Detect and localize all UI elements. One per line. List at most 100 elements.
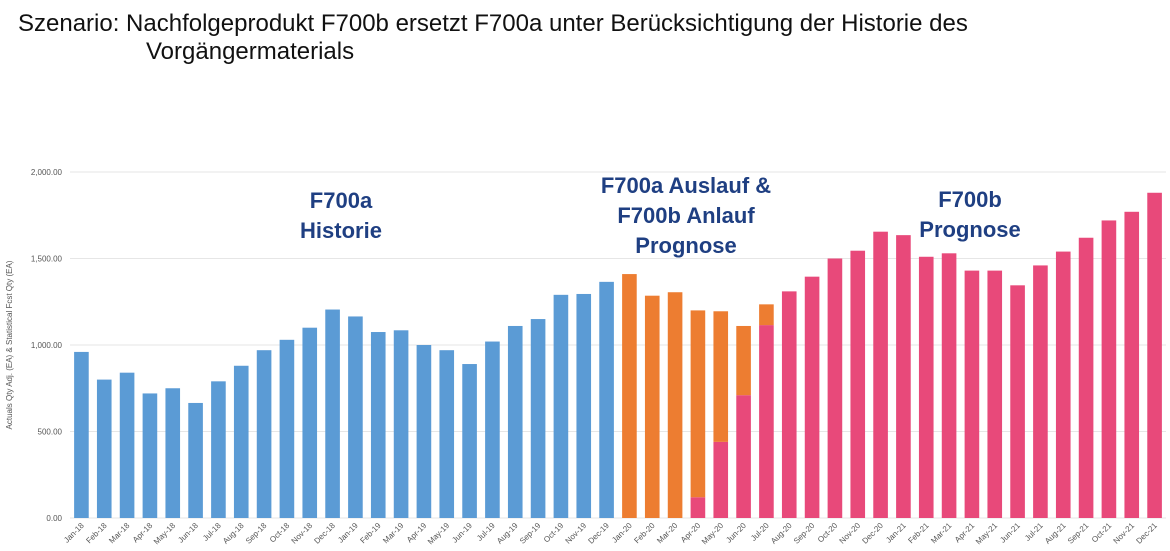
bar-historie-apr-19 xyxy=(416,345,432,518)
bar-historie-feb-19 xyxy=(370,332,386,518)
x-tick-label: Sep-20 xyxy=(792,521,817,546)
x-tick-label: Aug-19 xyxy=(495,521,520,546)
bar-historie-dec-18 xyxy=(325,309,340,518)
bar-anlauf-dec-21 xyxy=(1147,192,1162,518)
bar-auslauf-mar-20 xyxy=(667,292,683,518)
x-tick-label: Jan-20 xyxy=(610,521,634,545)
bar-anlauf-feb-21 xyxy=(918,256,934,518)
bar-historie-jul-19 xyxy=(485,341,500,518)
x-tick-label: Sep-18 xyxy=(244,521,269,546)
y-tick-label: 2,000.00 xyxy=(31,168,63,177)
x-tick-label: Oct-21 xyxy=(1090,521,1114,545)
x-tick-label: Nov-21 xyxy=(1112,521,1137,546)
bar-historie-aug-18 xyxy=(233,365,249,518)
x-tick-label: May-19 xyxy=(426,521,452,547)
bar-historie-nov-18 xyxy=(302,327,318,518)
x-tick-label: Jun-21 xyxy=(998,521,1022,545)
y-axis-label: Actuals Qty Adj. (EA) & Statistical Fcst… xyxy=(5,260,14,429)
bar-anlauf-jun-20 xyxy=(736,395,751,518)
x-tick-label: Dec-20 xyxy=(860,521,885,546)
x-tick-label: Aug-18 xyxy=(221,521,246,546)
x-tick-label: Mar-18 xyxy=(107,521,132,546)
x-tick-label: Feb-19 xyxy=(358,521,383,546)
bar-historie-jul-18 xyxy=(211,381,226,518)
x-tick-label: Feb-18 xyxy=(84,521,109,546)
x-tick-label: Sep-21 xyxy=(1066,521,1091,546)
x-tick-label: Dec-21 xyxy=(1134,521,1159,546)
bar-historie-aug-19 xyxy=(507,325,523,518)
bar-auslauf-jul-20 xyxy=(759,304,774,326)
x-tick-label: Nov-20 xyxy=(838,521,863,546)
bar-anlauf-aug-21 xyxy=(1055,251,1071,518)
bar-historie-may-18 xyxy=(165,388,181,518)
bar-anlauf-apr-20 xyxy=(690,497,706,518)
bar-anlauf-jun-21 xyxy=(1010,285,1025,518)
bar-historie-jan-19 xyxy=(348,316,363,518)
bar-anlauf-aug-20 xyxy=(781,291,797,518)
annotation-1-line-1: F700a xyxy=(310,188,373,213)
y-tick-label: 500.00 xyxy=(38,428,63,437)
bar-anlauf-sep-21 xyxy=(1078,237,1094,519)
y-tick-label: 1,500.00 xyxy=(31,255,63,264)
bar-auslauf-feb-20 xyxy=(644,295,660,518)
x-tick-label: May-21 xyxy=(974,521,1000,547)
bar-historie-may-19 xyxy=(439,350,455,518)
x-tick-label: Apr-21 xyxy=(953,521,977,545)
bar-anlauf-apr-21 xyxy=(964,270,980,518)
bar-historie-jun-19 xyxy=(462,364,477,518)
bar-historie-mar-19 xyxy=(393,330,409,518)
bar-anlauf-dec-20 xyxy=(873,231,888,518)
annotation-2-line-1: F700a Auslauf & xyxy=(601,173,771,198)
bar-auslauf-apr-20 xyxy=(690,310,706,498)
bar-historie-sep-18 xyxy=(256,350,272,518)
bar-anlauf-oct-21 xyxy=(1101,220,1117,518)
y-tick-label: 0.00 xyxy=(46,514,62,523)
x-tick-label: May-20 xyxy=(700,521,726,547)
bar-anlauf-mar-21 xyxy=(941,253,957,518)
bar-historie-dec-19 xyxy=(599,281,614,518)
x-tick-label: Jun-20 xyxy=(724,521,748,545)
bar-historie-jun-18 xyxy=(188,402,203,518)
x-tick-label: Oct-19 xyxy=(542,521,566,545)
x-tick-label: Feb-21 xyxy=(906,521,931,546)
x-tick-label: Mar-21 xyxy=(929,521,954,546)
x-tick-label: Jun-19 xyxy=(450,521,474,545)
x-tick-label: Jan-19 xyxy=(336,521,360,545)
x-tick-label: Mar-20 xyxy=(655,521,680,546)
bar-historie-feb-18 xyxy=(96,379,112,518)
x-tick-label: Apr-18 xyxy=(131,521,155,545)
x-tick-label: Mar-19 xyxy=(381,521,406,546)
bar-anlauf-jan-21 xyxy=(896,235,911,518)
bar-anlauf-may-21 xyxy=(987,270,1003,518)
bar-auslauf-may-20 xyxy=(713,311,729,442)
x-tick-label: Aug-21 xyxy=(1043,521,1068,546)
bar-historie-jan-18 xyxy=(74,351,89,518)
annotation-1-line-2: Historie xyxy=(300,218,382,243)
x-tick-label: Oct-18 xyxy=(268,521,292,545)
bar-historie-nov-19 xyxy=(576,293,592,518)
x-tick-label: Nov-18 xyxy=(290,521,315,546)
bar-anlauf-jul-20 xyxy=(759,325,774,518)
x-tick-label: Dec-18 xyxy=(312,521,337,546)
x-tick-label: Nov-19 xyxy=(564,521,589,546)
annotation-2-line-2: F700b Anlauf xyxy=(617,203,755,228)
x-tick-label: Sep-19 xyxy=(518,521,543,546)
x-tick-label: Oct-20 xyxy=(816,521,840,545)
bar-historie-apr-18 xyxy=(142,393,158,518)
x-tick-label: Aug-20 xyxy=(769,521,794,546)
x-tick-label: Jun-18 xyxy=(176,521,200,545)
bar-anlauf-oct-20 xyxy=(827,258,843,518)
bar-anlauf-may-20 xyxy=(713,441,729,518)
x-tick-label: Dec-19 xyxy=(586,521,611,546)
bar-historie-oct-19 xyxy=(553,294,569,518)
annotation-2-line-3: Prognose xyxy=(635,233,736,258)
annotation-3-line-2: Prognose xyxy=(919,217,1020,242)
bar-historie-sep-19 xyxy=(530,319,546,518)
bar-auslauf-jun-20 xyxy=(736,325,751,396)
page-title: Szenario: Nachfolgeprodukt F700b ersetzt… xyxy=(18,10,968,66)
bar-historie-mar-18 xyxy=(119,372,135,518)
x-tick-label: Apr-20 xyxy=(679,521,703,545)
x-tick-label: May-18 xyxy=(152,521,178,547)
annotation-3-line-1: F700b xyxy=(938,187,1002,212)
